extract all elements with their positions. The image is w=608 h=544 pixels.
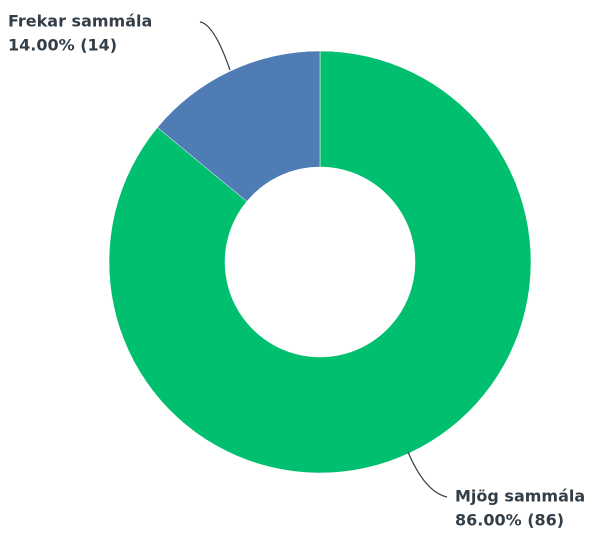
slice-value-label: 86.00% (86) bbox=[455, 511, 564, 530]
slice-label: Frekar sammála bbox=[8, 12, 152, 31]
slice-label: Mjög sammála bbox=[455, 487, 585, 506]
slice-value-label: 14.00% (14) bbox=[8, 36, 117, 55]
leader-line bbox=[199, 21, 231, 71]
leader-line bbox=[407, 451, 448, 498]
donut-slice bbox=[157, 50, 321, 202]
donut-slice bbox=[108, 50, 532, 474]
